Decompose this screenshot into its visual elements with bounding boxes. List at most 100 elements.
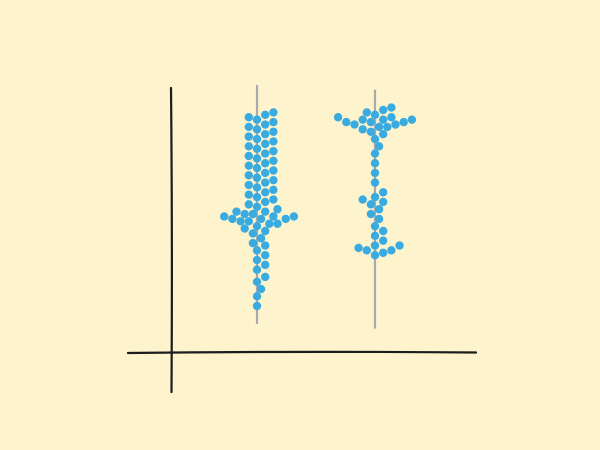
data-point xyxy=(244,200,253,209)
data-point xyxy=(261,251,270,260)
data-point xyxy=(256,284,266,294)
data-point xyxy=(366,117,376,127)
data-point xyxy=(240,209,249,219)
data-point xyxy=(256,234,266,243)
data-point xyxy=(273,219,282,228)
data-point xyxy=(366,127,376,136)
data-point xyxy=(379,236,388,245)
data-point xyxy=(374,214,384,224)
data-point xyxy=(252,134,262,144)
data-point xyxy=(261,168,270,178)
data-point xyxy=(261,178,270,187)
data-point xyxy=(244,151,253,161)
data-point xyxy=(252,255,262,265)
data-point xyxy=(370,110,380,120)
data-point xyxy=(366,200,376,209)
data-point xyxy=(358,125,367,134)
data-point xyxy=(252,163,262,173)
data-point xyxy=(252,265,262,274)
data-point xyxy=(269,137,278,146)
data-point xyxy=(244,217,253,226)
data-point xyxy=(366,209,376,219)
data-point xyxy=(354,243,363,253)
data-point xyxy=(281,214,290,224)
data-point xyxy=(252,221,262,231)
data-point xyxy=(269,108,278,117)
data-point xyxy=(252,183,262,192)
data-point xyxy=(370,159,380,168)
data-point xyxy=(261,241,270,250)
data-point xyxy=(269,185,278,195)
data-point xyxy=(370,241,380,250)
data-point xyxy=(370,178,380,187)
data-point xyxy=(269,166,278,175)
data-point xyxy=(252,154,262,163)
data-point xyxy=(248,209,258,219)
data-point xyxy=(269,146,278,156)
data-point xyxy=(362,108,371,117)
data-point xyxy=(252,115,262,124)
data-point xyxy=(244,113,253,122)
data-point xyxy=(399,117,408,127)
data-point xyxy=(379,115,388,124)
data-points xyxy=(220,103,417,311)
data-point xyxy=(261,130,270,139)
data-point xyxy=(289,212,299,221)
data-point xyxy=(407,115,417,124)
data-point xyxy=(374,122,384,132)
data-point xyxy=(333,113,343,122)
data-point xyxy=(370,134,380,144)
data-point xyxy=(269,175,278,185)
data-point xyxy=(261,260,270,270)
data-point xyxy=(252,192,262,202)
data-point xyxy=(252,246,262,255)
data-point xyxy=(269,117,278,127)
data-point xyxy=(261,110,270,120)
data-point xyxy=(370,149,380,158)
data-point xyxy=(244,142,253,151)
data-point xyxy=(261,197,270,207)
data-point xyxy=(387,103,396,112)
x-axis-line xyxy=(126,350,478,355)
data-point xyxy=(379,248,388,257)
data-point xyxy=(269,127,278,136)
data-point xyxy=(248,238,258,248)
data-point xyxy=(256,214,266,224)
data-point xyxy=(261,139,270,149)
data-point xyxy=(374,142,384,151)
data-point xyxy=(244,132,253,141)
data-point xyxy=(236,217,245,226)
data-point xyxy=(370,231,380,241)
data-point xyxy=(269,212,278,221)
data-point xyxy=(261,207,270,216)
data-point xyxy=(252,173,262,182)
data-point xyxy=(244,171,253,180)
data-point xyxy=(391,120,400,129)
data-point xyxy=(252,202,262,211)
data-point xyxy=(252,125,262,134)
data-point xyxy=(379,130,388,139)
data-point xyxy=(358,115,367,124)
data-point xyxy=(252,277,262,287)
y-axis-line xyxy=(169,86,173,394)
data-point xyxy=(379,188,388,197)
data-point xyxy=(248,229,258,238)
data-point xyxy=(358,195,367,204)
data-point xyxy=(261,149,270,158)
data-point xyxy=(244,161,253,170)
data-point xyxy=(252,144,262,153)
data-point xyxy=(240,224,249,233)
data-point xyxy=(370,221,380,231)
data-point xyxy=(395,241,404,250)
data-point xyxy=(370,192,380,202)
data-point xyxy=(387,113,396,122)
data-point xyxy=(265,219,274,228)
data-point xyxy=(379,197,388,207)
data-point xyxy=(261,226,270,236)
data-point xyxy=(244,122,253,132)
data-point xyxy=(370,168,380,178)
data-point xyxy=(273,205,282,214)
data-point xyxy=(244,190,253,199)
